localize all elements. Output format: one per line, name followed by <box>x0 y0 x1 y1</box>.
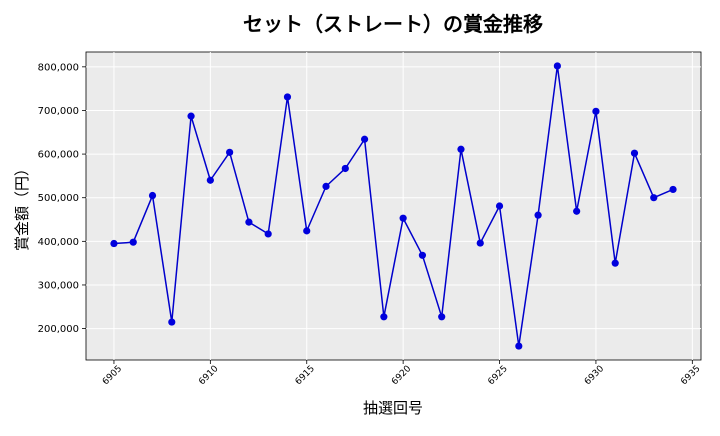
data-point <box>592 107 600 115</box>
data-point <box>418 251 427 259</box>
data-point <box>650 194 658 202</box>
data-point <box>187 112 195 120</box>
data-point <box>283 93 292 101</box>
data-point <box>110 239 118 248</box>
data-point <box>226 148 234 156</box>
x-tick-label: 6915 <box>294 364 317 387</box>
data-point <box>322 182 330 190</box>
series-line <box>113 65 674 347</box>
x-tick-label: 6935 <box>679 364 702 387</box>
data-point <box>168 318 176 326</box>
y-tick-label: 400,000 <box>38 237 79 248</box>
data-point <box>457 145 465 153</box>
y-tick-label: 200,000 <box>38 324 79 335</box>
y-axis-label: 賞金額（円） <box>13 161 31 251</box>
data-point <box>245 218 253 226</box>
data-point <box>264 230 272 238</box>
data-point <box>360 135 369 143</box>
y-tick-label: 800,000 <box>38 62 79 73</box>
chart-title: セット（ストレート）の賞金推移 <box>243 12 543 36</box>
y-tick-label: 500,000 <box>38 193 79 204</box>
data-point <box>515 342 523 350</box>
plot-area <box>85 51 702 361</box>
x-tick-label: 6925 <box>486 364 509 387</box>
data-point <box>630 149 639 157</box>
data-point <box>611 259 619 267</box>
data-point <box>553 62 561 70</box>
series-layer <box>110 62 677 350</box>
x-tick-label: 6905 <box>101 364 124 387</box>
data-point <box>476 239 484 247</box>
data-point <box>573 207 581 215</box>
data-point <box>341 164 349 173</box>
data-point <box>148 191 157 200</box>
y-tick-label: 600,000 <box>38 150 79 161</box>
data-point <box>399 214 407 222</box>
x-tick-label: 6920 <box>390 364 413 387</box>
data-point <box>669 185 677 194</box>
x-tick-label: 6930 <box>583 364 606 387</box>
data-point <box>129 238 137 246</box>
y-tick-label: 700,000 <box>38 106 79 117</box>
data-point <box>534 211 542 219</box>
data-point <box>380 313 388 321</box>
data-point <box>206 176 214 184</box>
y-tick-label: 300,000 <box>38 280 79 291</box>
data-point <box>303 227 311 235</box>
x-tick-label: 6910 <box>197 364 220 387</box>
x-axis-label: 抽選回号 <box>363 399 423 417</box>
data-point <box>495 202 504 210</box>
data-point <box>438 313 446 321</box>
